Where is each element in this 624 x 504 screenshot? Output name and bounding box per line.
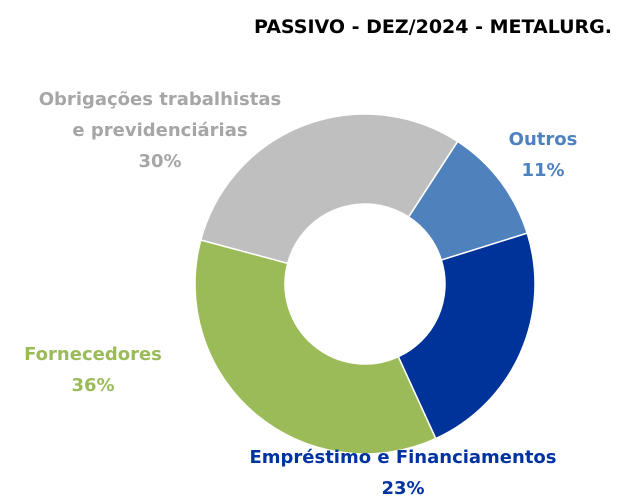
category-label: Fornecedores (24, 344, 162, 365)
chart-title: PASSIVO - DEZ/2024 - METALURG. (254, 16, 612, 38)
value-label: 30% (138, 151, 182, 172)
slice-label: Obrigações trabalhistas e previdenciária… (30, 84, 290, 177)
donut-slice (194, 239, 437, 455)
category-label: Empréstimo e Financiamentos (249, 447, 557, 468)
category-label: Obrigações trabalhistas e previdenciária… (38, 89, 282, 141)
donut-slice (397, 232, 536, 440)
value-label: 36% (71, 375, 115, 396)
category-label: Outros (508, 129, 578, 150)
donut-slice (199, 113, 459, 265)
slice-label: Fornecedores 36% (0, 339, 193, 401)
value-label: 23% (381, 478, 425, 499)
slice-label: Outros 11% (483, 124, 603, 186)
value-label: 11% (521, 160, 565, 181)
slice-label: Empréstimo e Financiamentos 23% (213, 442, 593, 504)
